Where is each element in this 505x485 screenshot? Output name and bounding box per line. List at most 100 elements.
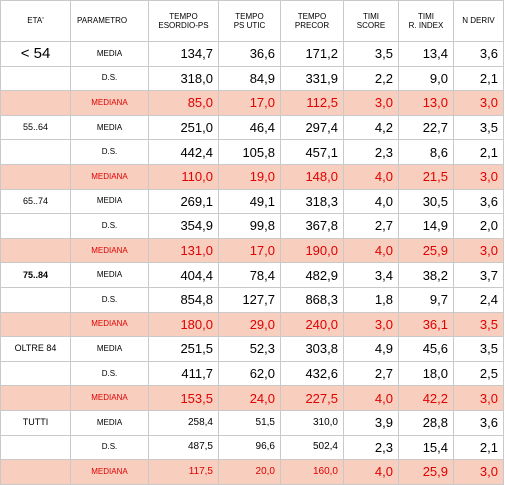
parametro-cell[interactable]: MEDIA <box>70 336 149 362</box>
parametro-cell[interactable]: D.S. <box>70 360 149 387</box>
tempo-esordio-ps-cell[interactable]: 131,0 <box>148 237 219 264</box>
eta-cell[interactable] <box>0 385 71 411</box>
timi-score-cell[interactable]: 4,0 <box>343 163 399 190</box>
header-tempo-esordio-ps[interactable]: TEMPO ESORDIO-PS <box>148 0 219 42</box>
tempo-ps-utic-cell[interactable]: 17,0 <box>218 237 281 264</box>
tempo-esordio-ps-cell[interactable]: 117,5 <box>148 459 219 485</box>
tempo-esordio-ps-cell[interactable]: 411,7 <box>148 360 219 387</box>
parametro-cell[interactable]: D.S. <box>70 286 149 313</box>
eta-cell[interactable] <box>0 163 71 190</box>
tempo-precor-cell[interactable]: 303,8 <box>280 336 344 362</box>
eta-cell[interactable] <box>0 459 71 485</box>
tempo-precor-cell[interactable]: 160,0 <box>280 459 344 485</box>
tempo-esordio-ps-cell[interactable]: 318,0 <box>148 65 219 92</box>
timi-r-index-cell[interactable]: 13,0 <box>398 90 454 116</box>
timi-score-cell[interactable]: 4,0 <box>343 188 399 215</box>
tempo-ps-utic-cell[interactable]: 49,1 <box>218 188 281 215</box>
n-deriv-cell[interactable]: 3,5 <box>453 336 504 362</box>
n-deriv-cell[interactable]: 3,0 <box>453 459 504 485</box>
parametro-cell[interactable]: D.S. <box>70 65 149 92</box>
eta-cell[interactable] <box>0 90 71 116</box>
timi-r-index-cell[interactable]: 14,9 <box>398 213 454 239</box>
timi-r-index-cell[interactable]: 15,4 <box>398 434 454 461</box>
n-deriv-cell[interactable]: 3,5 <box>453 114 504 141</box>
n-deriv-cell[interactable]: 3,0 <box>453 237 504 264</box>
eta-cell[interactable] <box>0 286 71 313</box>
timi-r-index-cell[interactable]: 42,2 <box>398 385 454 411</box>
tempo-precor-cell[interactable]: 482,9 <box>280 262 344 288</box>
tempo-esordio-ps-cell[interactable]: 153,5 <box>148 385 219 411</box>
n-deriv-cell[interactable]: 2,1 <box>453 139 504 165</box>
tempo-precor-cell[interactable]: 148,0 <box>280 163 344 190</box>
parametro-cell[interactable]: MEDIANA <box>70 311 149 338</box>
tempo-esordio-ps-cell[interactable]: 258,4 <box>148 409 219 436</box>
header-timi-r-index[interactable]: TIMI R. INDEX <box>398 0 454 42</box>
eta-cell[interactable] <box>0 360 71 387</box>
tempo-ps-utic-cell[interactable]: 20,0 <box>218 459 281 485</box>
tempo-esordio-ps-cell[interactable]: 85,0 <box>148 90 219 116</box>
timi-r-index-cell[interactable]: 30,5 <box>398 188 454 215</box>
tempo-precor-cell[interactable]: 502,4 <box>280 434 344 461</box>
n-deriv-cell[interactable]: 2,4 <box>453 286 504 313</box>
eta-cell[interactable]: 55..64 <box>0 114 71 141</box>
parametro-cell[interactable]: D.S. <box>70 139 149 165</box>
timi-score-cell[interactable]: 2,3 <box>343 139 399 165</box>
timi-score-cell[interactable]: 3,4 <box>343 262 399 288</box>
parametro-cell[interactable]: D.S. <box>70 213 149 239</box>
tempo-esordio-ps-cell[interactable]: 487,5 <box>148 434 219 461</box>
n-deriv-cell[interactable]: 2,0 <box>453 213 504 239</box>
timi-score-cell[interactable]: 2,7 <box>343 360 399 387</box>
tempo-esordio-ps-cell[interactable]: 134,7 <box>148 41 219 67</box>
tempo-precor-cell[interactable]: 297,4 <box>280 114 344 141</box>
tempo-esordio-ps-cell[interactable]: 442,4 <box>148 139 219 165</box>
parametro-cell[interactable]: MEDIA <box>70 188 149 215</box>
eta-cell[interactable] <box>0 65 71 92</box>
tempo-precor-cell[interactable]: 457,1 <box>280 139 344 165</box>
eta-cell[interactable] <box>0 237 71 264</box>
timi-score-cell[interactable]: 2,7 <box>343 213 399 239</box>
eta-cell[interactable]: OLTRE 84 <box>0 336 71 362</box>
timi-r-index-cell[interactable]: 22,7 <box>398 114 454 141</box>
header-timi-score[interactable]: TIMI SCORE <box>343 0 399 42</box>
n-deriv-cell[interactable]: 3,6 <box>453 409 504 436</box>
tempo-ps-utic-cell[interactable]: 96,6 <box>218 434 281 461</box>
tempo-precor-cell[interactable]: 112,5 <box>280 90 344 116</box>
n-deriv-cell[interactable]: 3,0 <box>453 385 504 411</box>
tempo-esordio-ps-cell[interactable]: 404,4 <box>148 262 219 288</box>
timi-r-index-cell[interactable]: 28,8 <box>398 409 454 436</box>
tempo-precor-cell[interactable]: 331,9 <box>280 65 344 92</box>
tempo-ps-utic-cell[interactable]: 62,0 <box>218 360 281 387</box>
eta-cell[interactable] <box>0 434 71 461</box>
parametro-cell[interactable]: D.S. <box>70 434 149 461</box>
tempo-esordio-ps-cell[interactable]: 854,8 <box>148 286 219 313</box>
eta-cell[interactable]: 65..74 <box>0 188 71 215</box>
timi-r-index-cell[interactable]: 36,1 <box>398 311 454 338</box>
tempo-precor-cell[interactable]: 310,0 <box>280 409 344 436</box>
parametro-cell[interactable]: MEDIANA <box>70 385 149 411</box>
timi-r-index-cell[interactable]: 45,6 <box>398 336 454 362</box>
tempo-precor-cell[interactable]: 367,8 <box>280 213 344 239</box>
header-tempo-ps-utic[interactable]: TEMPO PS UTIC <box>218 0 281 42</box>
n-deriv-cell[interactable]: 3,6 <box>453 188 504 215</box>
timi-r-index-cell[interactable]: 25,9 <box>398 459 454 485</box>
tempo-esordio-ps-cell[interactable]: 269,1 <box>148 188 219 215</box>
n-deriv-cell[interactable]: 3,0 <box>453 90 504 116</box>
timi-score-cell[interactable]: 3,0 <box>343 311 399 338</box>
timi-r-index-cell[interactable]: 13,4 <box>398 41 454 67</box>
timi-r-index-cell[interactable]: 8,6 <box>398 139 454 165</box>
timi-r-index-cell[interactable]: 9,0 <box>398 65 454 92</box>
timi-score-cell[interactable]: 4,9 <box>343 336 399 362</box>
tempo-esordio-ps-cell[interactable]: 251,0 <box>148 114 219 141</box>
tempo-ps-utic-cell[interactable]: 52,3 <box>218 336 281 362</box>
tempo-precor-cell[interactable]: 171,2 <box>280 41 344 67</box>
timi-score-cell[interactable]: 3,0 <box>343 90 399 116</box>
tempo-ps-utic-cell[interactable]: 29,0 <box>218 311 281 338</box>
tempo-esordio-ps-cell[interactable]: 110,0 <box>148 163 219 190</box>
timi-score-cell[interactable]: 4,0 <box>343 385 399 411</box>
tempo-ps-utic-cell[interactable]: 127,7 <box>218 286 281 313</box>
tempo-ps-utic-cell[interactable]: 24,0 <box>218 385 281 411</box>
timi-r-index-cell[interactable]: 18,0 <box>398 360 454 387</box>
timi-score-cell[interactable]: 4,0 <box>343 237 399 264</box>
parametro-cell[interactable]: MEDIA <box>70 262 149 288</box>
tempo-ps-utic-cell[interactable]: 84,9 <box>218 65 281 92</box>
